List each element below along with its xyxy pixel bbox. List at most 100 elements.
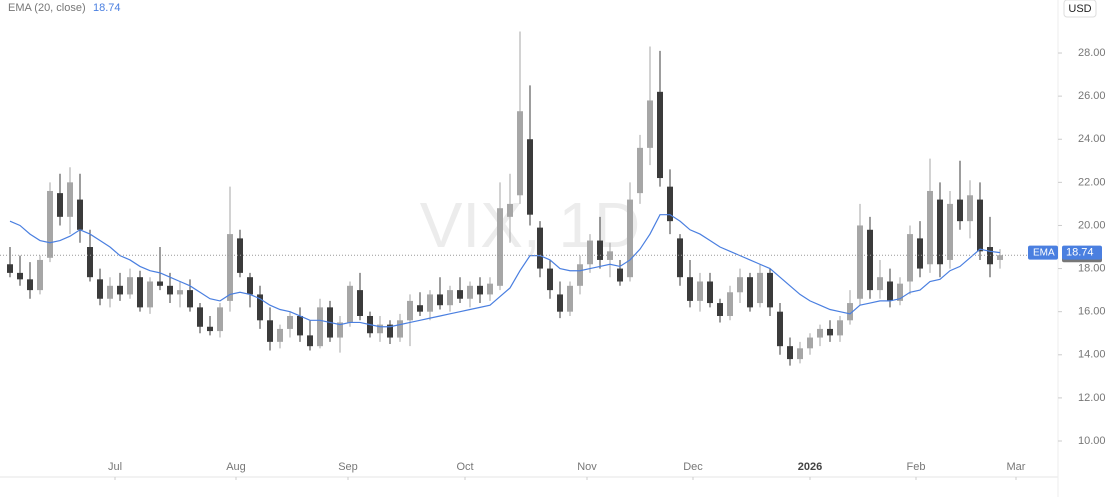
candle-body	[677, 238, 683, 278]
candle-body	[257, 294, 263, 321]
x-tick-label: Jul	[108, 461, 122, 473]
candle-body	[647, 100, 653, 148]
candle-body	[787, 346, 793, 360]
candle-body	[457, 290, 463, 299]
indicator-name: EMA (20, close)	[8, 2, 86, 14]
candle-body	[217, 307, 223, 332]
candle-body	[47, 190, 53, 258]
candle-body	[547, 268, 553, 291]
candle-body	[17, 272, 23, 280]
candle-body	[137, 277, 143, 308]
candle-body	[317, 307, 323, 347]
candle-body	[897, 283, 903, 301]
candle-body	[227, 234, 233, 301]
candle-body	[697, 281, 703, 301]
candle-body	[447, 290, 453, 306]
candle-body	[827, 328, 833, 336]
candle-body	[57, 193, 63, 217]
candle-body	[277, 328, 283, 342]
x-tick-label: Aug	[226, 461, 246, 473]
candle-body	[627, 199, 633, 278]
y-tick-label: 18.00	[1078, 262, 1106, 274]
x-tick-label: Mar	[1007, 461, 1026, 473]
candle-body	[667, 186, 673, 222]
candle-body	[107, 285, 113, 299]
candle-body	[7, 264, 13, 273]
candle-body	[687, 277, 693, 301]
candle-body	[157, 281, 163, 286]
candle-body	[387, 324, 393, 338]
candle-body	[357, 290, 363, 316]
candle-body	[127, 277, 133, 295]
candle-body	[467, 285, 473, 299]
candle-body	[77, 199, 83, 230]
candle-body	[727, 292, 733, 316]
candle-body	[617, 268, 623, 282]
candle-body	[487, 283, 493, 295]
candle-body	[707, 281, 713, 304]
candle-body	[307, 335, 313, 347]
candle-body	[937, 199, 943, 265]
y-tick-label: 12.00	[1078, 392, 1106, 404]
candle-body	[887, 281, 893, 301]
candle-body	[497, 208, 503, 286]
candle-body	[967, 195, 973, 222]
candle-body	[717, 303, 723, 316]
candle-body	[477, 285, 483, 295]
x-tick-label: Oct	[456, 461, 473, 473]
candle-body	[187, 290, 193, 308]
candle-body	[27, 279, 33, 291]
candle-body	[417, 305, 423, 312]
candle-body	[997, 255, 1003, 260]
candle-body	[427, 294, 433, 312]
currency-button[interactable]	[1063, 0, 1097, 18]
x-tick-label: Sep	[338, 461, 358, 473]
candle-body	[87, 247, 93, 278]
candle-body	[857, 225, 863, 299]
x-tick-label: 2026	[798, 461, 822, 473]
ema-line	[9, 214, 1001, 328]
candle-body	[947, 203, 953, 260]
candle-body	[117, 285, 123, 295]
candle-body	[737, 277, 743, 293]
candle-body	[97, 279, 103, 299]
candle-body	[517, 111, 523, 196]
y-tick-label: 20.00	[1078, 219, 1106, 231]
y-tick-label: 26.00	[1078, 90, 1106, 102]
candle-body	[377, 324, 383, 334]
candle-body	[797, 348, 803, 360]
candle-body	[977, 199, 983, 252]
candle-body	[167, 285, 173, 295]
candle-body	[767, 272, 773, 308]
candle-body	[267, 320, 273, 342]
y-tick-label: 14.00	[1078, 349, 1106, 361]
candle-body	[197, 307, 203, 327]
candle-body	[837, 320, 843, 336]
candle-body	[337, 322, 343, 338]
candle-body	[587, 240, 593, 265]
candle-body	[957, 199, 963, 222]
candle-body	[757, 272, 763, 304]
candle-body	[437, 294, 443, 306]
candle-body	[577, 264, 583, 286]
candle-body	[37, 259, 43, 291]
candle-body	[847, 303, 853, 321]
candle-body	[637, 147, 643, 194]
x-tick-label: Dec	[683, 461, 703, 473]
ema-name-badge	[1028, 245, 1058, 260]
candle-body	[397, 320, 403, 338]
indicator-value: 18.74	[93, 2, 121, 14]
candle-body	[597, 240, 603, 260]
y-tick-label: 22.00	[1078, 176, 1106, 188]
x-tick-label: Feb	[907, 461, 926, 473]
candle-body	[777, 311, 783, 347]
x-tick-label: Nov	[577, 461, 597, 473]
y-tick-label: 28.00	[1078, 47, 1106, 59]
candle-body	[247, 277, 253, 295]
candle-body	[557, 294, 563, 312]
candle-body	[147, 281, 153, 308]
candle-body	[287, 315, 293, 329]
currency-label[interactable]: USD	[1068, 3, 1091, 15]
